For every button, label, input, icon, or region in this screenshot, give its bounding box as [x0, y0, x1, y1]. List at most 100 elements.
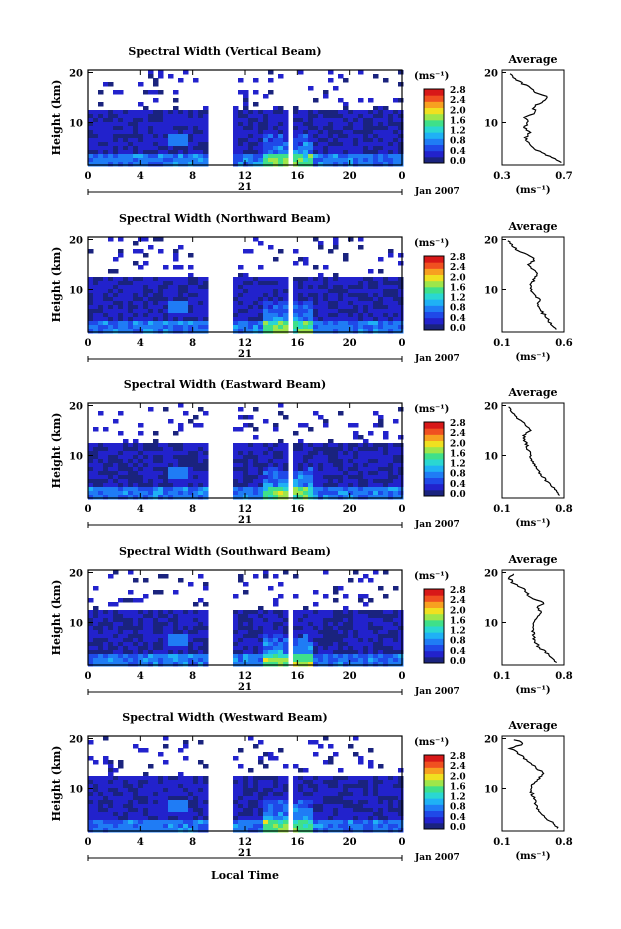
- heatmap-cell: [88, 447, 94, 452]
- heatmap-cell: [278, 403, 284, 408]
- heatmap-cell: [388, 618, 394, 623]
- heatmap-cell: [373, 158, 379, 163]
- heatmap-cell: [248, 618, 254, 623]
- heatmap-cell: [98, 455, 104, 460]
- heatmap-cell: [368, 780, 374, 785]
- heatmap-cell: [233, 293, 239, 298]
- heatmap-cell: [153, 297, 159, 302]
- heatmap-cell: [293, 808, 299, 813]
- heatmap-cell: [258, 491, 264, 496]
- heatmap-cell: [333, 443, 339, 448]
- heatmap-cell: [303, 321, 309, 326]
- heatmap-cell: [258, 820, 264, 825]
- heatmap-cell: [393, 305, 399, 310]
- heatmap-cell: [133, 146, 139, 151]
- heatmap-cell: [243, 479, 249, 484]
- heatmap-cell: [343, 796, 349, 801]
- heatmap-cell: [258, 780, 264, 785]
- heatmap-cell: [358, 788, 364, 793]
- heatmap-cell: [273, 602, 279, 607]
- heatmap-cell: [148, 455, 154, 460]
- heatmap-cell: [163, 760, 169, 765]
- heatmap-cell: [393, 586, 399, 591]
- heatmap-cell: [373, 467, 379, 472]
- heatmap-cell: [323, 293, 329, 298]
- heatmap-cell: [233, 277, 239, 282]
- heatmap-cell: [168, 662, 174, 667]
- heatmap-cell: [398, 768, 404, 773]
- heatmap-cell: [233, 321, 239, 326]
- heatmap-cell: [363, 574, 369, 579]
- heatmap-cell: [263, 142, 269, 147]
- heatmap-cell: [203, 662, 209, 667]
- heatmap-cell: [198, 146, 204, 151]
- heatmap-cell: [198, 309, 204, 314]
- heatmap-cell: [198, 654, 204, 659]
- heatmap-cell: [283, 293, 289, 298]
- heatmap-cell: [398, 662, 404, 667]
- heatmap-cell: [293, 261, 299, 266]
- heatmap-cell: [268, 122, 274, 127]
- colorbar-swatch: [424, 144, 444, 152]
- colorbar-swatch: [424, 293, 444, 300]
- heatmap-cell: [173, 118, 179, 123]
- heatmap-cell: [348, 776, 354, 781]
- x-tick-label: 8: [189, 171, 196, 182]
- heatmap-cell: [278, 289, 284, 294]
- x-tick-label: 12: [238, 171, 252, 182]
- heatmap-cell: [153, 78, 159, 83]
- heatmap-cell: [158, 447, 164, 452]
- heatmap-cell: [373, 634, 379, 639]
- heatmap-cell: [118, 614, 124, 619]
- heatmap-cell: [378, 495, 384, 500]
- heatmap-cell: [343, 638, 349, 643]
- heatmap-cell: [183, 483, 189, 488]
- heatmap-cell: [183, 479, 189, 484]
- heatmap-cell: [263, 281, 269, 286]
- heatmap-cell: [108, 158, 114, 163]
- heatmap-cell: [93, 812, 99, 817]
- heatmap-cell: [108, 800, 114, 805]
- heatmap-cell: [173, 646, 179, 651]
- heatmap-cell: [93, 455, 99, 460]
- heatmap-cell: [268, 142, 274, 147]
- heatmap-cell: [88, 618, 94, 623]
- heatmap-cell: [148, 142, 154, 147]
- heatmap-cell: [173, 630, 179, 635]
- heatmap-cell: [168, 285, 174, 290]
- heatmap-cell: [308, 495, 314, 500]
- heatmap-cell: [303, 162, 309, 167]
- heatmap-cell: [158, 90, 164, 95]
- heatmap-cell: [158, 808, 164, 813]
- heatmap-cell: [93, 658, 99, 663]
- heatmap-cell: [183, 130, 189, 135]
- heatmap-cell: [398, 407, 404, 412]
- heatmap-cell: [168, 820, 174, 825]
- heatmap-cell: [353, 820, 359, 825]
- colorbar-swatch: [424, 810, 444, 818]
- heatmap-cell: [298, 114, 304, 119]
- heatmap-cell: [338, 455, 344, 460]
- heatmap-cell: [153, 90, 159, 95]
- heatmap-cell: [388, 614, 394, 619]
- heatmap-cell: [178, 305, 184, 310]
- heatmap-cell: [108, 281, 114, 286]
- colorbar-swatch: [424, 767, 444, 774]
- heatmap-cell: [118, 293, 124, 298]
- heatmap-cell: [278, 638, 284, 643]
- heatmap-cell: [173, 257, 179, 262]
- heatmap-cell: [323, 329, 329, 334]
- colorbar-swatch: [424, 761, 444, 768]
- heatmap-cell: [308, 828, 314, 833]
- heatmap-cell: [143, 305, 149, 310]
- heatmap-cell: [88, 293, 94, 298]
- heatmap-cell: [148, 158, 154, 163]
- colorbar-tick-label: 0.4: [450, 813, 466, 823]
- heatmap-cell: [188, 321, 194, 326]
- heatmap-cell: [293, 463, 299, 468]
- heatmap-cell: [303, 634, 309, 639]
- heatmap-cell: [253, 646, 259, 651]
- heatmap-cell: [323, 654, 329, 659]
- date-label: Jan 2007: [414, 354, 460, 364]
- heatmap-cell: [338, 325, 344, 330]
